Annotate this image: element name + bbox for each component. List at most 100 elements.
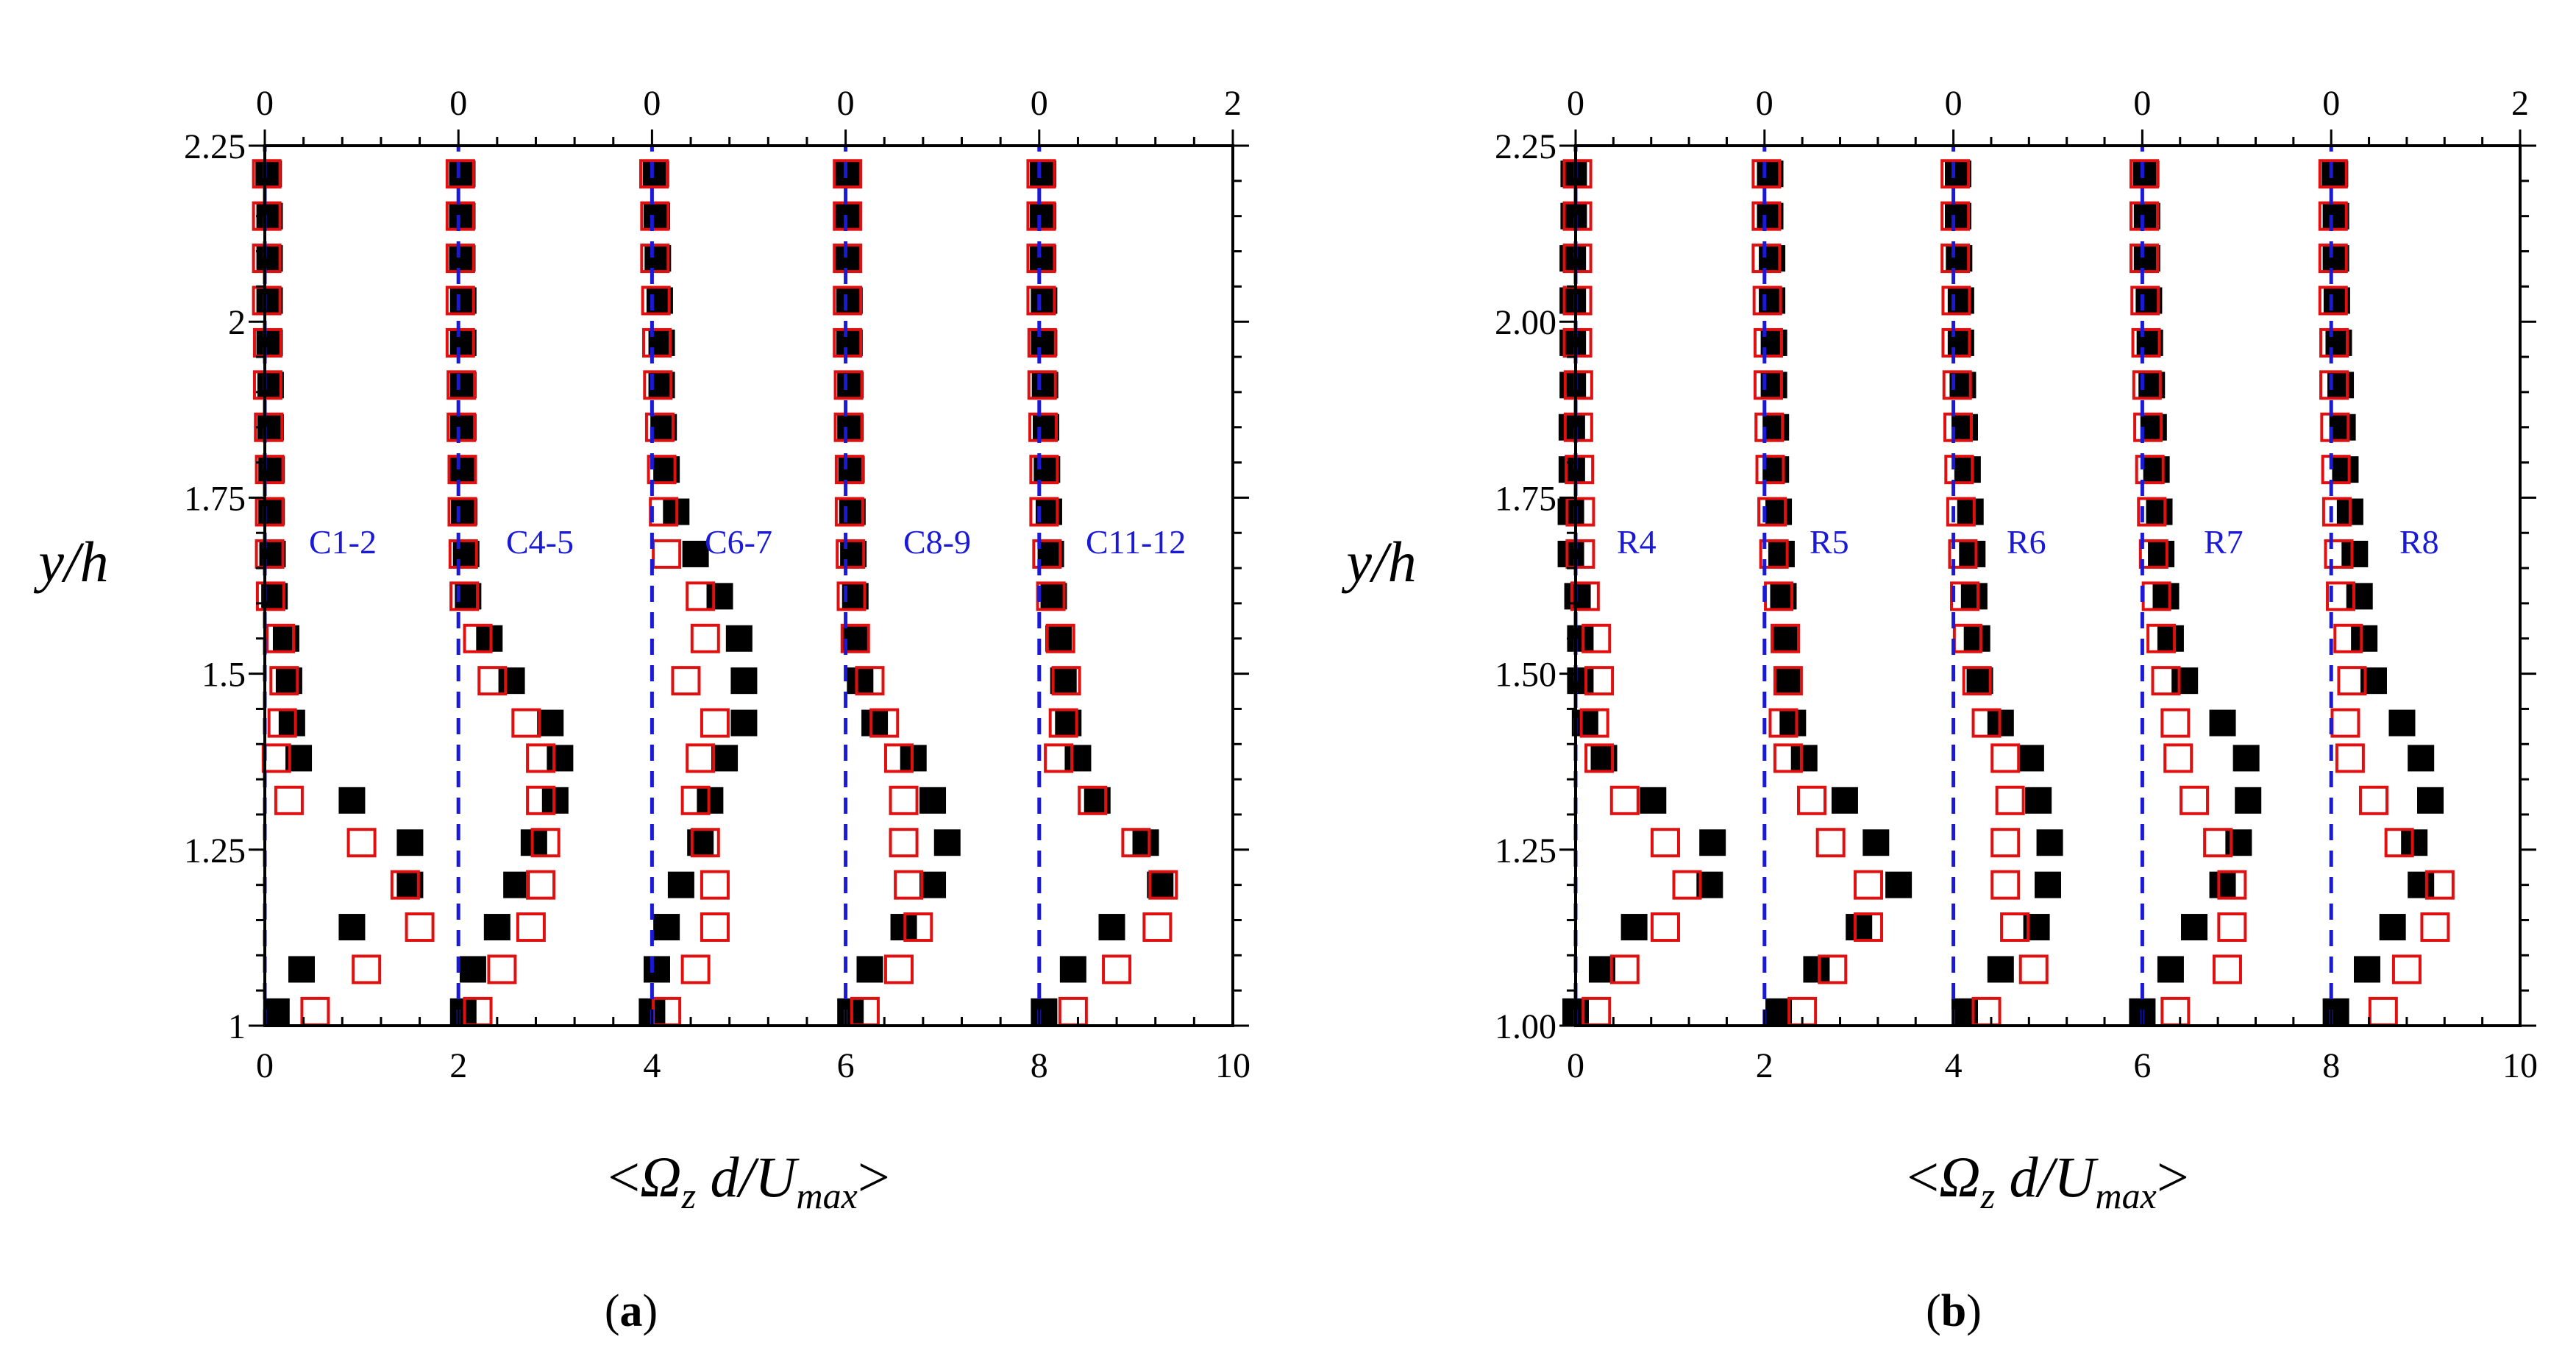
open-marker <box>836 539 866 569</box>
filled-marker <box>1132 829 1159 856</box>
open-marker <box>1753 370 1783 400</box>
open-marker <box>2358 785 2388 815</box>
open-marker <box>1609 785 1640 815</box>
open-marker <box>2135 455 2165 485</box>
open-marker <box>1650 912 1680 943</box>
filled-marker <box>2181 914 2208 941</box>
open-marker <box>1570 581 1600 611</box>
filled-marker <box>653 914 680 941</box>
open-marker <box>700 912 730 943</box>
filled-marker <box>2133 202 2160 230</box>
open-marker <box>446 412 477 442</box>
open-marker <box>1563 412 1593 442</box>
open-marker <box>1563 370 1593 400</box>
filled-marker <box>396 829 424 856</box>
filled-marker <box>2232 745 2260 772</box>
open-marker <box>1754 412 1785 442</box>
open-marker <box>445 201 475 231</box>
open-marker <box>445 285 475 316</box>
filled-marker <box>1987 956 2014 983</box>
open-marker <box>889 785 919 815</box>
filled-marker <box>839 498 866 525</box>
open-marker <box>487 954 517 984</box>
filled-marker <box>338 787 366 814</box>
open-marker <box>447 497 477 527</box>
filled-marker <box>711 745 739 772</box>
x-tick-label: 8 <box>1031 1046 1048 1085</box>
y-tick-label: 2 <box>228 303 246 342</box>
filled-marker <box>255 160 282 188</box>
open-marker <box>1581 996 1612 1026</box>
open-marker <box>2137 497 2167 527</box>
filled-marker <box>1765 998 1793 1025</box>
open-marker <box>2129 244 2159 274</box>
top-tick-label: 0 <box>1756 84 1773 123</box>
open-marker <box>2138 539 2168 569</box>
open-marker <box>2212 954 2242 984</box>
filled-marker <box>1031 287 1058 314</box>
filled-marker <box>2351 625 2378 652</box>
open-marker <box>463 996 493 1026</box>
filled-marker <box>2341 540 2369 567</box>
open-marker <box>2132 370 2162 400</box>
open-marker <box>639 159 669 189</box>
open-marker <box>2319 327 2349 358</box>
x-tick-label: 6 <box>2133 1046 2151 1085</box>
x-tick-label: 0 <box>1567 1046 1584 1085</box>
open-marker <box>903 912 933 943</box>
open-marker <box>1026 159 1056 189</box>
filled-marker <box>1954 456 1981 483</box>
open-marker <box>2424 870 2455 900</box>
top-tick-label: 0 <box>837 84 855 123</box>
open-marker <box>2129 159 2159 189</box>
filled-marker <box>2146 498 2173 525</box>
open-marker <box>526 785 556 815</box>
top-tick-label: 0 <box>256 84 274 123</box>
open-marker <box>2319 370 2349 400</box>
y-tick-label: 1.50 <box>1495 656 1556 695</box>
filled-marker <box>2171 667 2199 695</box>
filled-marker <box>257 372 284 399</box>
open-marker <box>261 743 291 773</box>
open-marker <box>2326 581 2356 611</box>
open-marker <box>869 708 900 738</box>
open-marker <box>1752 285 1782 316</box>
filled-marker <box>644 245 672 272</box>
filled-marker <box>1098 914 1125 941</box>
panel-b-annotations: R4 R5 R6 R7 R8 <box>1617 523 2439 561</box>
filled-marker <box>643 202 670 230</box>
open-marker <box>1815 828 1846 858</box>
open-marker <box>1962 666 1992 696</box>
open-marker <box>1148 870 1178 900</box>
x-tick-label: 0 <box>256 1046 274 1085</box>
open-marker <box>1759 539 1789 569</box>
filled-marker <box>856 956 883 983</box>
open-marker <box>274 785 304 815</box>
open-marker <box>2163 743 2193 773</box>
panel-b-y-axis-title: y/h <box>1341 530 1416 594</box>
open-marker <box>352 954 382 984</box>
panel-b: 0 2 4 6 8 10 0 0 0 0 0 2 1.00 1.25 1.50 1.75 2.00 2.25 R4… <box>1341 84 2538 1336</box>
open-marker <box>1565 539 1595 569</box>
profile-label-r7: R7 <box>2204 523 2244 561</box>
filled-marker <box>1945 202 1972 230</box>
open-marker <box>1045 623 1075 653</box>
open-marker <box>1026 201 1056 231</box>
open-marker <box>680 954 711 984</box>
filled-marker <box>835 160 862 188</box>
filled-marker <box>449 202 476 230</box>
filled-marker <box>730 667 758 695</box>
open-marker <box>2131 327 2161 358</box>
open-marker <box>1990 828 2021 858</box>
open-marker <box>530 828 561 858</box>
open-marker <box>1940 201 1971 231</box>
open-marker <box>1078 785 1108 815</box>
filled-marker <box>933 829 961 856</box>
filled-marker <box>2152 583 2180 610</box>
open-marker <box>1818 954 1848 984</box>
open-marker <box>1609 954 1640 984</box>
filled-marker <box>642 160 669 188</box>
open-marker <box>2217 912 2247 943</box>
filled-marker <box>2322 245 2349 272</box>
